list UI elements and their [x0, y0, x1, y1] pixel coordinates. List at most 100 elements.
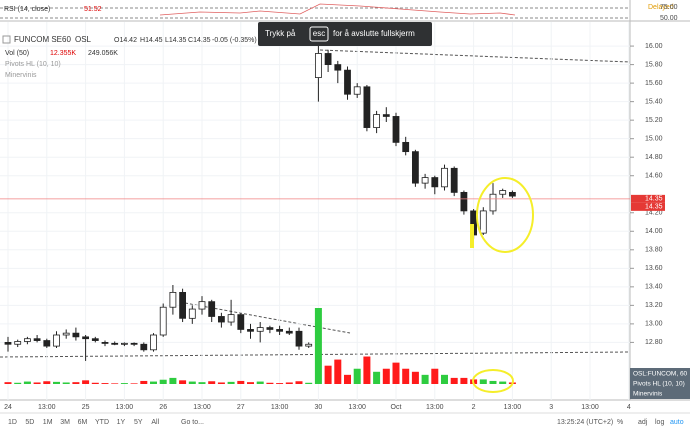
- candle-body: [460, 191, 468, 212]
- volume-bar: [460, 377, 468, 384]
- candle-body: [508, 191, 516, 197]
- trend-line: [319, 49, 631, 63]
- volume-bar: [276, 383, 284, 384]
- volume-bar: [72, 382, 80, 384]
- volume-bar: [411, 371, 419, 384]
- range-button[interactable]: All: [151, 419, 159, 426]
- candle-body: [121, 342, 128, 345]
- volume-bar: [334, 359, 342, 384]
- volume-bar: [208, 381, 216, 384]
- volume-bar: [188, 381, 196, 384]
- volume-bar: [392, 362, 400, 384]
- volume-bar: [14, 382, 22, 384]
- volume-bar: [450, 377, 458, 384]
- candle-body: [188, 308, 196, 319]
- volume-bar: [62, 382, 70, 384]
- range-button[interactable]: 1D: [8, 419, 17, 426]
- goto-button[interactable]: Go to...: [181, 419, 204, 426]
- option-button[interactable]: adj: [638, 419, 648, 426]
- candle-body: [62, 332, 70, 336]
- volume-bar: [198, 382, 206, 384]
- volume-bar: [120, 383, 128, 384]
- candle-body: [266, 327, 274, 330]
- value: 14.35: [169, 37, 187, 44]
- info-text: Minervinis: [633, 391, 663, 398]
- volume-bar: [489, 380, 497, 384]
- range-button[interactable]: 6M: [78, 419, 88, 426]
- volume-bar: [82, 380, 90, 384]
- range-button[interactable]: 1Y: [117, 419, 126, 426]
- toast-key: esc: [313, 29, 325, 38]
- candle-body: [295, 330, 303, 347]
- info-text: OSL:FUNCOM, 60: [633, 371, 688, 378]
- volume-bar: [382, 368, 390, 384]
- range-button[interactable]: 1M: [43, 419, 53, 426]
- volume-bar: [33, 382, 41, 384]
- y-tick-label: 14.60: [645, 173, 663, 180]
- option-button[interactable]: log: [655, 419, 664, 426]
- y-tick-label: 15.80: [645, 61, 663, 68]
- candle-body: [237, 314, 245, 330]
- candle-body: [489, 193, 497, 212]
- candle-body: [353, 86, 361, 95]
- volume-bar: [285, 382, 293, 384]
- clock: 13:25:24 (UTC+2): [557, 419, 613, 426]
- y-tick-label: 14.20: [645, 210, 663, 217]
- range-button[interactable]: 5Y: [134, 419, 143, 426]
- y-tick-label: 16.00: [645, 43, 663, 50]
- volume-bar: [101, 383, 109, 384]
- candle-body: [23, 338, 31, 342]
- candle-body: [130, 342, 138, 345]
- legend-c: C14.35: [188, 37, 211, 44]
- volume-bar: [363, 356, 371, 384]
- price-tag: [631, 194, 665, 203]
- toolbar: 1D 5D 1M 3M 6M YTD 1Y 5Y All Go to... 13:25:24 (UT…: [8, 419, 684, 426]
- x-tick-label: 2: [472, 404, 476, 411]
- candle-body: [217, 316, 225, 323]
- symbol: FUNCOM SE: [14, 35, 62, 44]
- candle-body: [33, 338, 41, 341]
- highlight: [472, 369, 514, 393]
- option-button[interactable]: %: [617, 419, 623, 426]
- volume-name: Vol (50): [5, 50, 29, 57]
- toast-text: Trykk på: [265, 29, 296, 38]
- price-tag-label: 14.35: [645, 196, 663, 203]
- volume-bar: [344, 374, 351, 384]
- candle-body: [402, 141, 410, 153]
- x-tick-label: 13:00: [348, 404, 366, 411]
- candle-body: [43, 340, 51, 347]
- x-tick-label: 13:00: [38, 404, 56, 411]
- candle-body: [256, 327, 264, 332]
- candle-body: [373, 114, 381, 128]
- volume-bar: [150, 381, 157, 384]
- volume-bar: [402, 368, 410, 384]
- y-tick-label: 13.60: [645, 265, 663, 272]
- x-tick-label: 13:00: [271, 404, 289, 411]
- volume-bar: [479, 379, 487, 384]
- candle-body: [150, 334, 157, 351]
- candle-body: [276, 329, 284, 332]
- candle-body: [431, 177, 439, 188]
- candle-body: [441, 167, 448, 188]
- candle-body: [91, 338, 99, 341]
- option-button[interactable]: auto: [670, 419, 684, 426]
- volume-bar: [373, 371, 381, 384]
- range-button[interactable]: 5D: [25, 419, 34, 426]
- y-tick-label: 13.40: [645, 284, 663, 291]
- indicator[interactable]: Pivots HL (10, 10): [5, 61, 61, 68]
- value: 14.42: [119, 37, 137, 44]
- y-tick-label: 13.20: [645, 302, 663, 309]
- candle-body: [227, 314, 235, 323]
- x-tick-label: 13:00: [193, 404, 211, 411]
- candle-body: [169, 291, 177, 308]
- legend-h: H14.45: [140, 37, 163, 44]
- range-button[interactable]: 3M: [60, 419, 70, 426]
- rsi-tick-label: 50.00: [660, 15, 678, 22]
- x-tick-label: 24: [4, 404, 12, 411]
- y-tick-label: 12.80: [645, 339, 663, 346]
- volume-average: 12.355K: [50, 50, 76, 57]
- indicator[interactable]: Minervinis: [5, 72, 37, 79]
- range-button[interactable]: YTD: [95, 419, 109, 426]
- volume-bar: [295, 381, 303, 384]
- icon: [2, 35, 11, 44]
